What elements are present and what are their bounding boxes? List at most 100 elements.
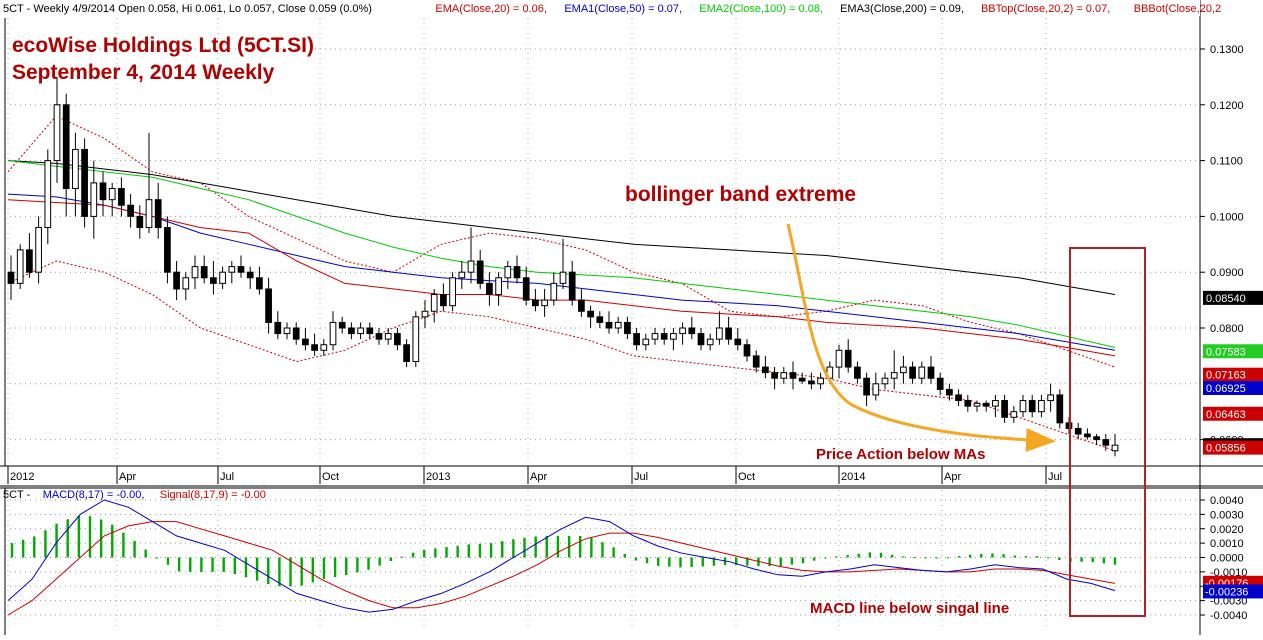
candle-body [375, 333, 383, 340]
price-value-tag [1203, 367, 1263, 382]
candle-body [302, 338, 309, 346]
candle-body [734, 338, 742, 346]
candle-body [311, 344, 318, 351]
time-tick-label: Oct [738, 471, 755, 483]
candle-body [762, 366, 769, 374]
candle-body [476, 260, 484, 284]
macd-histogram-bar [189, 557, 192, 572]
price-value-label: 0.06463 [1206, 409, 1246, 421]
candle-body [532, 299, 539, 307]
macd-tick-label: 0.0010 [1210, 538, 1244, 550]
macd-histogram-bar [579, 535, 582, 558]
candle-body [789, 372, 797, 379]
candle-body [955, 394, 962, 402]
candle-body [1028, 400, 1036, 413]
macd-line [7, 499, 1116, 613]
macd-histogram-bar [634, 557, 638, 561]
header-item-2: EMA1(Close,50) = 0.07, [564, 3, 682, 15]
macd-histogram-bar [1091, 557, 1094, 563]
macd-histogram-bar [423, 549, 426, 558]
candle-body [72, 148, 79, 190]
macd-histogram-bar [935, 557, 938, 559]
candle-body [743, 344, 751, 357]
header-item-0: 5CT - Weekly 4/9/2014 Open 0.058, Hi 0.0… [3, 3, 372, 15]
candle-body [936, 377, 944, 390]
macd-histogram-bar [645, 557, 649, 564]
macd-histogram-bar [590, 537, 593, 558]
annotation-layer: ecoWise Holdings Ltd (5CT.SI) September 4… [12, 34, 1146, 617]
macd-histogram-bar [378, 557, 381, 566]
macd-histogram-bar [244, 557, 248, 578]
candle-body [918, 366, 926, 379]
macd-histogram-bar [166, 557, 170, 565]
macd-histogram-bar [824, 557, 827, 559]
macd-histogram-bar [389, 557, 393, 561]
macd-histogram-bar [980, 554, 983, 558]
macd-histogram-bar [734, 557, 738, 565]
macd-histogram-bar [133, 540, 136, 558]
bollinger-top-line [7, 115, 1116, 368]
macd-histogram-bar [55, 523, 58, 558]
candle-body [642, 338, 650, 346]
bollinger-annotation: bollinger band extreme [625, 183, 856, 206]
macd-histogram-bar [411, 552, 415, 558]
bollinger-bottom-line [7, 260, 1116, 452]
candle-body [568, 271, 576, 301]
candle-body [651, 333, 659, 340]
candle-body [1038, 400, 1045, 413]
macd-histogram-bar [1002, 554, 1005, 558]
macd-histogram-bar [77, 515, 81, 558]
candle-body [541, 299, 548, 307]
candle-body [679, 327, 686, 335]
candle-body [228, 266, 236, 273]
macd-tick-label: 0.0000 [1210, 553, 1244, 565]
price-tick-label: 0.1100 [1210, 156, 1243, 168]
candle-body [44, 160, 52, 229]
time-tick-label: Apr [944, 471, 961, 483]
candle-body [26, 249, 33, 273]
macd-histogram-bar [445, 547, 448, 558]
macd-histogram-bar [913, 556, 916, 558]
macd-histogram-bar [556, 535, 560, 558]
price-tick-label: 0.1000 [1210, 211, 1244, 223]
candle-body [182, 277, 190, 290]
time-tick-label: 2014 [841, 471, 865, 483]
candle-body [1111, 444, 1119, 452]
candle-body [504, 266, 512, 279]
macd-histogram-bar [322, 557, 326, 580]
macd-histogram-bar [255, 557, 259, 581]
price-tick-label: 0.1200 [1210, 100, 1244, 112]
candle-body [716, 327, 723, 340]
macd-histogram-bar [879, 552, 883, 558]
candle-body [596, 316, 604, 323]
candle-body [706, 338, 714, 346]
candle-body [62, 104, 70, 189]
candle-body [587, 310, 594, 318]
candle-body [449, 277, 456, 307]
candle-body [90, 182, 98, 217]
candle-body [1047, 394, 1054, 402]
candle-body [384, 333, 392, 340]
candle-body [338, 321, 346, 329]
time-tick-label: 2013 [426, 471, 450, 483]
chart-title: ecoWise Holdings Ltd (5CT.SI) [12, 34, 314, 57]
macd-histogram-bar [356, 557, 359, 573]
macd-histogram-bar [690, 557, 693, 568]
candle-body [660, 333, 668, 340]
chart-subtitle: September 4, 2014 Weekly [12, 61, 275, 84]
header-item-5: BBTop(Close,20,2) = 0.07, [981, 3, 1110, 15]
macd-histogram-bar [88, 516, 92, 558]
candle-body [145, 199, 153, 229]
price-value-label: 0.07583 [1206, 346, 1246, 358]
candle-body [835, 349, 843, 368]
candle-body [890, 372, 898, 379]
macd-histogram-bar [478, 543, 482, 558]
candle-body [624, 321, 631, 335]
candle-body [136, 215, 144, 229]
price-tick-label: 0.0900 [1210, 267, 1244, 279]
candle-body [872, 383, 880, 396]
candle-body [909, 366, 916, 379]
macd-histogram-bar [200, 557, 203, 572]
macd-histogram-bar [534, 536, 537, 558]
candle-body [440, 294, 447, 307]
